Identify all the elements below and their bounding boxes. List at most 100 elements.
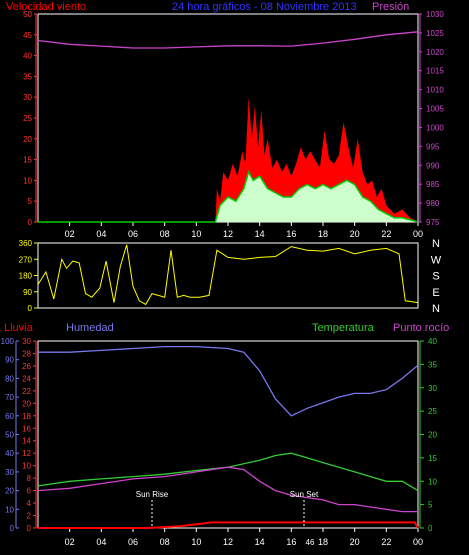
sun-set-time-label: 46	[306, 538, 315, 547]
y-tick-label: 975	[426, 218, 440, 227]
y-tick-label: 0	[428, 524, 433, 533]
y-tick-label: 5	[428, 501, 433, 510]
y-tick-label: 12	[22, 449, 31, 458]
temperature-label: Temperatura	[312, 322, 375, 334]
y-tick-label: 10	[5, 505, 14, 514]
pressure-label: Presión	[372, 1, 409, 13]
temperature-series	[37, 452, 419, 492]
x-tick-label: 22	[381, 229, 391, 239]
y-tick-label: 35	[23, 72, 32, 81]
y-tick-label: 14	[22, 437, 31, 446]
y-tick-label: 1000	[426, 123, 444, 132]
y-tick-label: 40	[5, 449, 14, 458]
y-tick-label: 40	[23, 52, 32, 61]
y-tick-label: 995	[426, 142, 440, 151]
y-tick-label: 30	[5, 468, 14, 477]
y-tick-label: 70	[5, 393, 14, 402]
y-tick-label: 20	[22, 399, 31, 408]
y-tick-label: 985	[426, 180, 440, 189]
y-tick-label: 8	[27, 474, 32, 483]
wind-average-series	[38, 170, 419, 223]
y-tick-label: 1025	[426, 29, 444, 38]
y-tick-label: 1015	[426, 67, 444, 76]
y-tick-label: 28	[22, 349, 31, 358]
y-tick-label: 0	[10, 524, 15, 533]
x-tick-label: 00	[413, 229, 423, 239]
y-tick-label: 360	[19, 239, 33, 248]
x-tick-label: 18	[318, 537, 328, 547]
humidity-series	[38, 345, 419, 417]
y-tick-label: 25	[23, 114, 32, 123]
y-tick-label: 24	[22, 374, 31, 383]
x-tick-label: 12	[223, 229, 233, 239]
y-tick-label: 35	[428, 360, 437, 369]
x-tick-label: 12	[223, 537, 233, 547]
y-tick-label: 10	[22, 462, 31, 471]
sun-set-label: Sun Set	[290, 490, 319, 499]
y-tick-label: 1030	[426, 10, 444, 19]
y-tick-label: 20	[5, 487, 14, 496]
humidity-label: Humedad	[66, 322, 114, 334]
y-tick-label: 45	[23, 31, 32, 40]
y-tick-label: 40	[428, 337, 437, 346]
x-tick-label: 20	[350, 537, 360, 547]
wind-direction-series	[37, 244, 419, 306]
wind-pressure-panel: 0510152025303540455097598098599099510001…	[23, 10, 444, 239]
y-tick-label: 22	[22, 387, 31, 396]
y-tick-label: 18	[22, 412, 31, 421]
x-tick-label: 00	[413, 537, 423, 547]
y-tick-label: 90	[23, 288, 32, 297]
x-tick-label: 06	[128, 537, 138, 547]
y-tick-label: 0	[28, 304, 33, 313]
y-tick-label: 15	[23, 156, 32, 165]
x-tick-label: 02	[65, 537, 75, 547]
y-tick-label: 10	[23, 176, 32, 185]
y-tick-label: 15	[428, 454, 437, 463]
y-tick-label: 25	[428, 407, 437, 416]
x-tick-label: 20	[350, 229, 360, 239]
y-tick-label: 30	[428, 384, 437, 393]
x-tick-label: 08	[160, 537, 170, 547]
x-tick-label: 14	[255, 229, 265, 239]
dewpoint-label: Punto rocío	[393, 322, 449, 334]
x-tick-label: 02	[65, 229, 75, 239]
compass-label: E	[432, 287, 439, 299]
sun-rise-label: Sun Rise	[136, 490, 169, 499]
chart-title: 24 hora gráficos - 08 Noviembre 2013	[172, 1, 357, 13]
x-tick-label: 10	[191, 537, 201, 547]
lower-plot-frame	[37, 340, 419, 529]
y-tick-label: 100	[1, 337, 15, 346]
rain-series	[38, 521, 419, 529]
y-tick-label: 60	[5, 412, 14, 421]
y-tick-label: 50	[5, 431, 14, 440]
x-tick-label: 04	[96, 537, 106, 547]
y-tick-label: 50	[23, 10, 32, 19]
x-tick-label: 14	[255, 537, 265, 547]
x-tick-label: 08	[160, 229, 170, 239]
y-tick-label: 4	[27, 499, 32, 508]
dewpoint-series	[37, 466, 418, 513]
wind-speed-label: Velocidad viento	[6, 1, 86, 13]
y-tick-label: 6	[27, 487, 32, 496]
x-tick-label: 04	[96, 229, 106, 239]
x-tick-label: 22	[381, 537, 391, 547]
y-tick-label: 980	[426, 199, 440, 208]
y-tick-label: 26	[22, 362, 31, 371]
x-tick-label: 06	[128, 229, 138, 239]
temp-humidity-panel: 0102030405060708090100024681012141618202…	[1, 337, 438, 547]
y-tick-label: 180	[19, 272, 33, 281]
y-tick-label: 5	[28, 197, 33, 206]
y-tick-label: 16	[22, 424, 31, 433]
x-tick-label: 18	[318, 229, 328, 239]
y-tick-label: 2	[27, 512, 32, 521]
compass-label: N	[432, 238, 440, 250]
y-tick-label: 0	[28, 218, 33, 227]
y-tick-label: 80	[5, 374, 14, 383]
x-tick-label: 16	[286, 537, 296, 547]
rain-label: Lluvia	[4, 322, 34, 334]
pressure-series	[37, 31, 419, 49]
y-tick-label: 10	[428, 477, 437, 486]
compass-label: N	[432, 303, 440, 315]
y-tick-label: 0	[27, 524, 32, 533]
